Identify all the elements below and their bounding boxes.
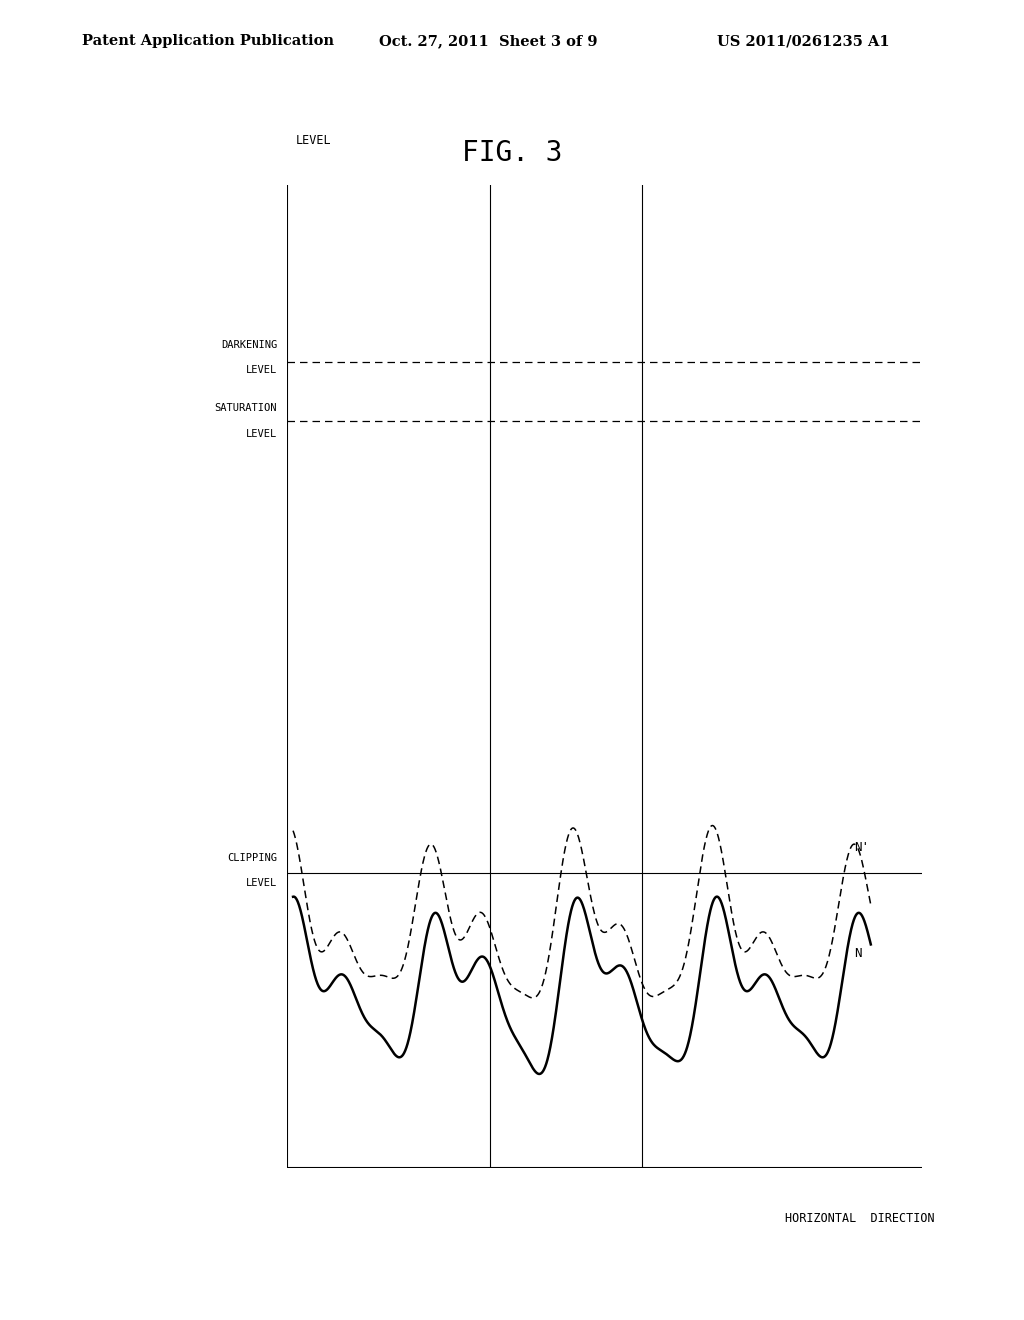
Text: LEVEL: LEVEL — [246, 878, 278, 888]
Text: LEVEL: LEVEL — [246, 429, 278, 438]
Text: Patent Application Publication: Patent Application Publication — [82, 34, 334, 49]
Text: LEVEL: LEVEL — [296, 135, 332, 147]
Text: SATURATION: SATURATION — [215, 403, 278, 413]
Text: CLIPPING: CLIPPING — [227, 853, 278, 863]
Text: DARKENING: DARKENING — [221, 341, 278, 350]
Text: HORIZONTAL  DIRECTION: HORIZONTAL DIRECTION — [784, 1213, 934, 1225]
Text: N: N — [854, 946, 862, 960]
Text: US 2011/0261235 A1: US 2011/0261235 A1 — [717, 34, 890, 49]
Text: Oct. 27, 2011  Sheet 3 of 9: Oct. 27, 2011 Sheet 3 of 9 — [379, 34, 597, 49]
Text: N': N' — [854, 841, 869, 854]
Text: FIG. 3: FIG. 3 — [462, 139, 562, 166]
Text: LEVEL: LEVEL — [246, 364, 278, 375]
